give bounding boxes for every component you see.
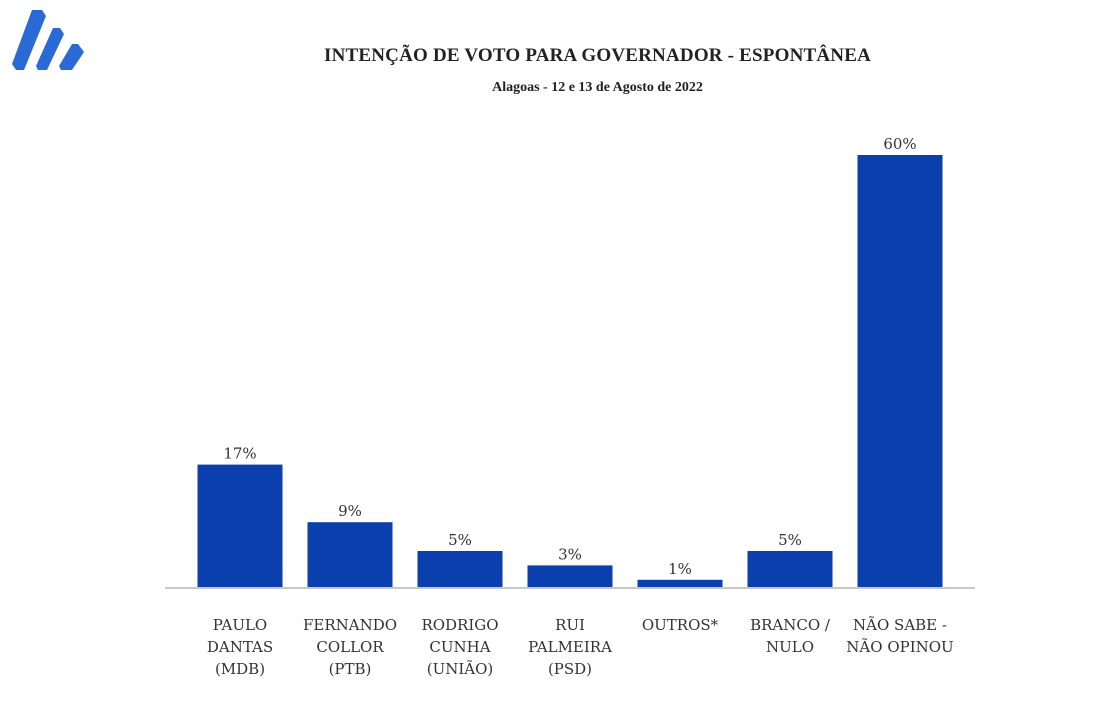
category-label: (UNIÃO) [427, 660, 494, 678]
bar [637, 579, 723, 587]
logo [12, 10, 84, 70]
category-label: BRANCO / [750, 616, 831, 634]
category-label: RODRIGO [421, 616, 498, 634]
category-label: RUI [555, 616, 585, 634]
category-label: DANTAS [207, 638, 273, 656]
category-label: NÃO SABE - [853, 616, 947, 634]
category-label: (PTB) [329, 660, 372, 678]
data-label: 3% [558, 545, 582, 563]
data-label: 17% [223, 445, 256, 463]
category-label: NÃO OPINOU [846, 638, 953, 656]
category-label: (PSD) [548, 660, 592, 678]
category-label: NULO [766, 638, 814, 656]
category-label: OUTROS* [642, 616, 719, 634]
chart-title: INTENÇÃO DE VOTO PARA GOVERNADOR - ESPON… [323, 45, 871, 66]
category-label: (MDB) [215, 660, 265, 678]
data-label: 60% [883, 135, 916, 153]
bar [857, 155, 943, 587]
bar [307, 522, 393, 587]
chart-subtitle: Alagoas - 12 e 13 de Agosto de 2022 [492, 80, 703, 95]
data-label: 9% [338, 502, 362, 520]
bar [747, 551, 833, 587]
bar [527, 565, 613, 587]
bar [197, 464, 283, 587]
category-label: PALMEIRA [528, 638, 612, 656]
category-label: PAULO [213, 616, 267, 634]
data-label: 5% [778, 531, 802, 549]
data-label: 5% [448, 531, 472, 549]
data-label: 1% [668, 560, 692, 578]
category-label: COLLOR [316, 638, 384, 656]
category-label: CUNHA [429, 638, 490, 656]
category-label: FERNANDO [303, 616, 397, 634]
bar [417, 551, 503, 587]
